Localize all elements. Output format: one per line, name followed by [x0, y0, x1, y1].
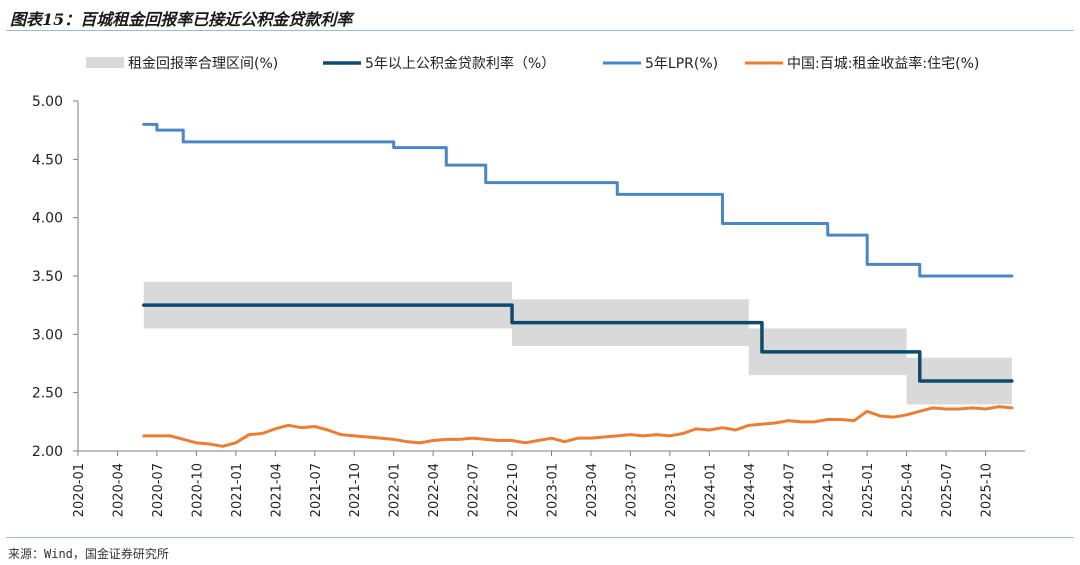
legend: 租金回报率合理区间(%) 5年以上公积金贷款利率（%） 5年LPR(%) 中国:百城:…	[86, 55, 979, 72]
legend-label: 5年以上公积金贷款利率（%）	[365, 55, 555, 72]
legend-swatch	[86, 57, 124, 68]
y-tick-label: 3.00	[32, 327, 63, 343]
y-axis: 5.00 4.50 4.00 3.50 3.00 2.50 2.00	[32, 94, 79, 460]
x-tick-label: 2022-10	[506, 463, 521, 517]
x-axis: 2020-01 2020-04 2020-07 2020-10 2021-01 2021-…	[72, 450, 1025, 517]
x-tick-label: 2021-04	[269, 463, 284, 517]
x-tick-label: 2025-10	[980, 463, 995, 517]
lpr-5y-line	[142, 122, 1014, 278]
x-tick-label: 2020-04	[111, 463, 126, 517]
x-tick-label: 2025-01	[861, 463, 876, 517]
legend-item-provident-fund: 5年以上公积金贷款利率（%）	[323, 55, 555, 72]
y-tick-label: 2.50	[32, 386, 63, 402]
x-tick-label: 2022-01	[388, 463, 403, 517]
x-tick-label: 2020-07	[151, 463, 166, 517]
x-tick-label: 2022-04	[427, 463, 442, 517]
x-tick-label: 2020-10	[190, 463, 205, 517]
y-tick-label: 3.50	[32, 269, 63, 285]
bottom-divider	[6, 537, 1074, 538]
x-tick-label: 2024-01	[703, 463, 718, 517]
figure-title: 图表15：百城租金回报率已接近公积金贷款利率	[10, 10, 353, 29]
legend-item-lpr: 5年LPR(%)	[603, 56, 718, 72]
legend-label: 中国:百城:租金收益率:住宅(%)	[787, 55, 979, 72]
x-tick-label: 2024-04	[743, 463, 758, 517]
legend-label: 5年LPR(%)	[645, 56, 718, 72]
x-tick-label: 2024-07	[782, 463, 797, 517]
source-note: 来源：Wind，国金证券研究所	[8, 547, 169, 561]
y-tick-label: 4.50	[32, 152, 63, 168]
x-tick-label: 2023-01	[546, 463, 561, 517]
y-tick-label: 2.00	[32, 444, 63, 460]
top-divider	[6, 30, 1074, 31]
x-tick-label: 2025-04	[901, 463, 916, 517]
rental-yield-line	[142, 405, 1014, 448]
x-tick-label: 2021-07	[309, 463, 324, 517]
x-tick-label: 2024-10	[822, 463, 837, 517]
x-tick-label: 2023-10	[664, 463, 679, 517]
y-tick-label: 4.00	[32, 211, 63, 227]
x-tick-label: 2020-01	[72, 463, 87, 517]
y-tick-label: 5.00	[32, 94, 63, 110]
provident-fund-rate-line	[142, 303, 1014, 383]
series-layer	[142, 122, 1014, 448]
x-tick-label: 2021-01	[230, 463, 245, 517]
legend-item-rental-yield: 中国:百城:租金收益率:住宅(%)	[745, 55, 979, 72]
x-tick-label: 2023-04	[585, 463, 600, 517]
legend-label: 租金回报率合理区间(%)	[128, 55, 278, 72]
x-tick-label: 2022-07	[467, 463, 482, 517]
legend-item-band: 租金回报率合理区间(%)	[86, 55, 278, 72]
band-layer	[143, 281, 1012, 405]
x-tick-label: 2021-10	[348, 463, 363, 517]
band-reasonable-range	[143, 281, 1012, 405]
x-tick-label: 2023-07	[624, 463, 639, 517]
x-tick-label: 2025-07	[940, 463, 955, 517]
